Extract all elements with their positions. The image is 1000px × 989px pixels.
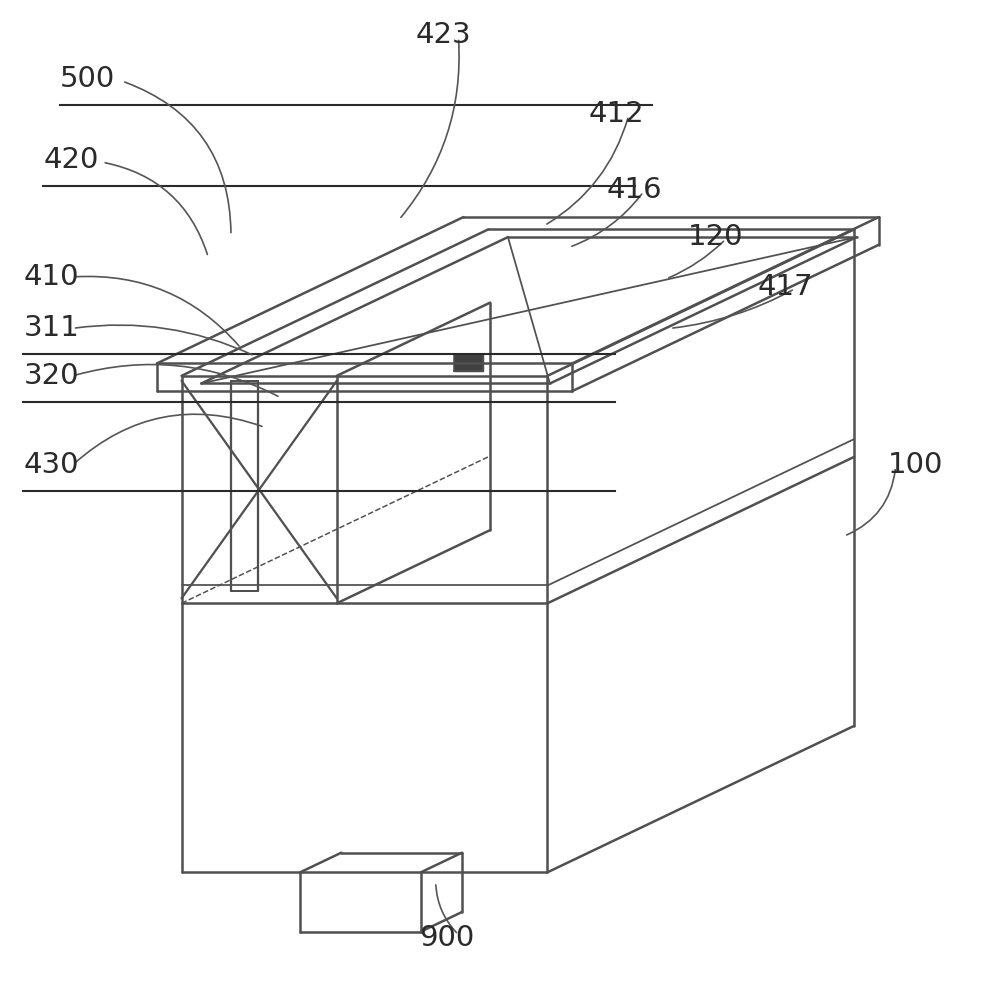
Text: 410: 410 [23,263,79,291]
Text: 423: 423 [416,21,472,48]
Text: 100: 100 [888,451,943,479]
Text: 412: 412 [589,100,645,128]
Text: 320: 320 [23,362,79,390]
Text: 120: 120 [688,224,743,251]
Text: 430: 430 [23,451,79,479]
Polygon shape [454,353,483,371]
Text: 311: 311 [23,315,79,342]
Text: 420: 420 [43,146,98,174]
Text: 416: 416 [607,176,662,204]
Text: 500: 500 [60,65,115,93]
Text: 417: 417 [757,273,813,301]
Text: 900: 900 [419,924,474,951]
